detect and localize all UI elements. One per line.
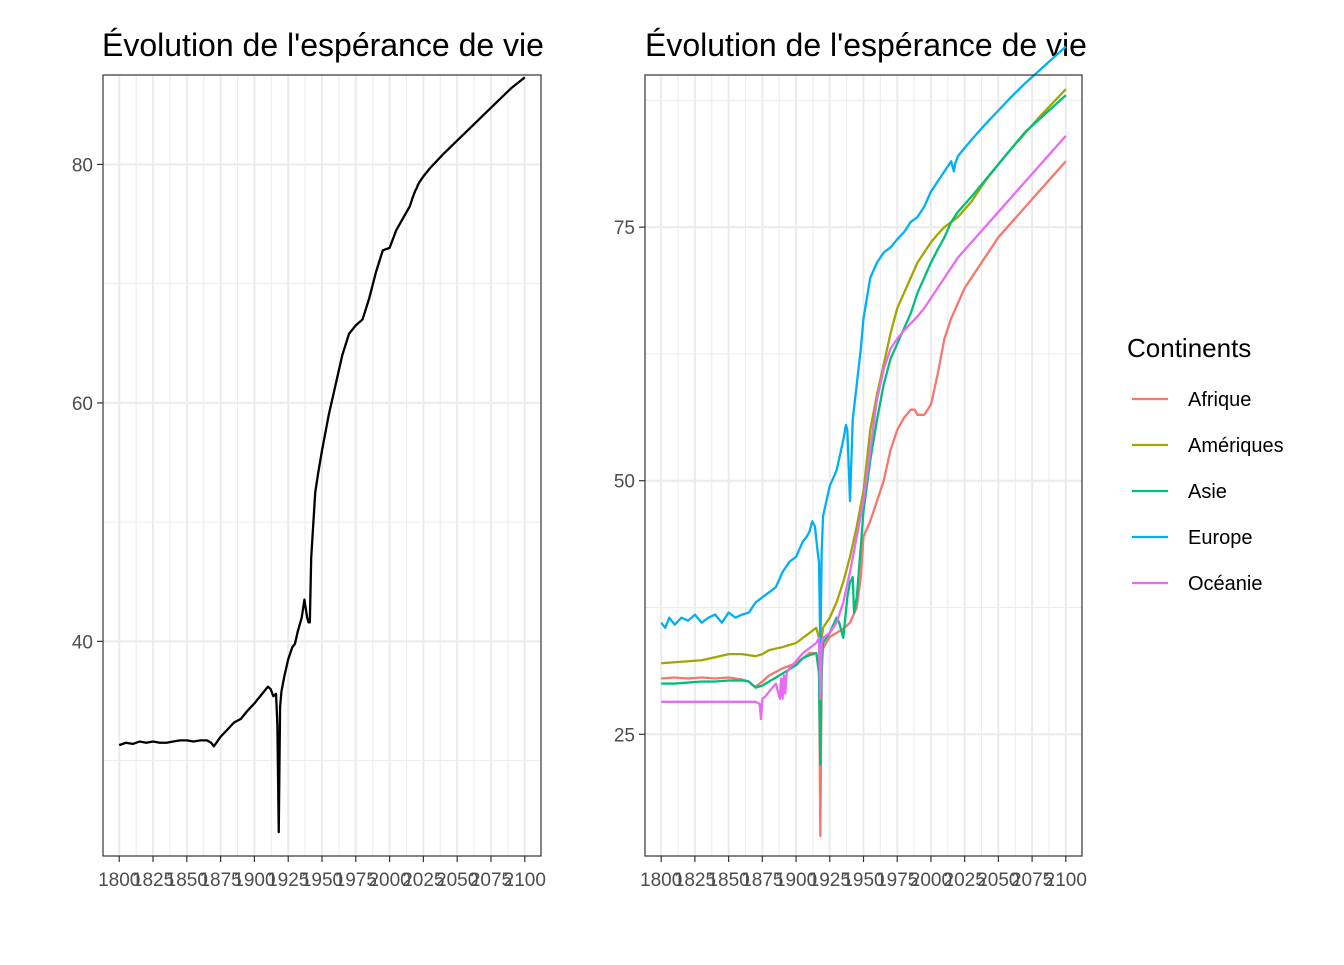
left-panel: Évolution de l'espérance de vie 40 60 80 1… xyxy=(72,27,546,891)
series-line-ameriques xyxy=(661,88,1067,736)
left-chart-title: Évolution de l'espérance de vie xyxy=(102,27,544,63)
x-tick-label: 2025 xyxy=(402,870,444,891)
legend-label: Océanie xyxy=(1188,573,1263,595)
x-tick-label: 2100 xyxy=(1045,870,1087,891)
x-tick-label: 1800 xyxy=(98,870,140,891)
left-x-axis: 1800182518501875190019251950197520002025… xyxy=(98,856,546,891)
left-y-axis: 40 60 80 xyxy=(72,155,103,653)
left-series-lines xyxy=(118,76,526,834)
x-tick-label: 2100 xyxy=(504,870,546,891)
x-tick-label: 1875 xyxy=(741,870,783,891)
x-tick-label: 1925 xyxy=(267,870,309,891)
legend-label: Amériques xyxy=(1188,435,1284,457)
x-tick-label: 2000 xyxy=(368,870,410,891)
x-tick-label: 1900 xyxy=(775,870,817,891)
right-y-axis: 25 50 75 xyxy=(614,218,645,746)
legend-items: Afrique Amériques Asie Europe Océanie xyxy=(1132,389,1284,595)
x-tick-label: 1950 xyxy=(842,870,884,891)
y-tick-label: 25 xyxy=(614,725,635,746)
x-tick-label: 1975 xyxy=(876,870,918,891)
x-tick-label: 2075 xyxy=(470,870,512,891)
right-panel: Évolution de l'espérance de vie 25 50 75 1… xyxy=(614,27,1087,891)
x-tick-label: 2050 xyxy=(436,870,478,891)
legend-title: Continents xyxy=(1127,333,1251,363)
x-tick-label: 1975 xyxy=(335,870,377,891)
legend-label: Europe xyxy=(1188,527,1253,549)
y-tick-label: 50 xyxy=(614,472,635,493)
x-tick-label: 2000 xyxy=(910,870,952,891)
legend-label: Afrique xyxy=(1188,389,1251,411)
right-x-axis: 1800182518501875190019251950197520002025… xyxy=(640,856,1087,891)
right-series-lines xyxy=(660,45,1067,837)
left-gridlines xyxy=(103,75,541,856)
series-line-asie xyxy=(661,94,1067,766)
legend: Continents Afrique Amériques Asie Europe Océ… xyxy=(1127,333,1284,595)
x-tick-label: 1950 xyxy=(301,870,343,891)
x-tick-label: 1925 xyxy=(809,870,851,891)
right-chart-title: Évolution de l'espérance de vie xyxy=(645,27,1087,63)
x-tick-label: 1900 xyxy=(233,870,275,891)
x-tick-label: 2075 xyxy=(1011,870,1053,891)
legend-label: Asie xyxy=(1188,481,1227,503)
right-gridlines xyxy=(645,75,1082,856)
y-tick-label: 60 xyxy=(72,394,93,415)
x-tick-label: 1800 xyxy=(640,870,682,891)
x-tick-label: 2050 xyxy=(977,870,1019,891)
x-tick-label: 1825 xyxy=(674,870,716,891)
x-tick-label: 1875 xyxy=(199,870,241,891)
x-tick-label: 1850 xyxy=(707,870,749,891)
y-tick-label: 80 xyxy=(72,155,93,176)
series-line-europe xyxy=(660,45,1067,650)
x-tick-label: 1825 xyxy=(132,870,174,891)
series-line-oceanie xyxy=(661,135,1067,721)
x-tick-label: 1850 xyxy=(166,870,208,891)
series-line-0 xyxy=(118,76,526,834)
x-tick-label: 2025 xyxy=(944,870,986,891)
y-tick-label: 40 xyxy=(72,632,93,653)
y-tick-label: 75 xyxy=(614,218,635,239)
